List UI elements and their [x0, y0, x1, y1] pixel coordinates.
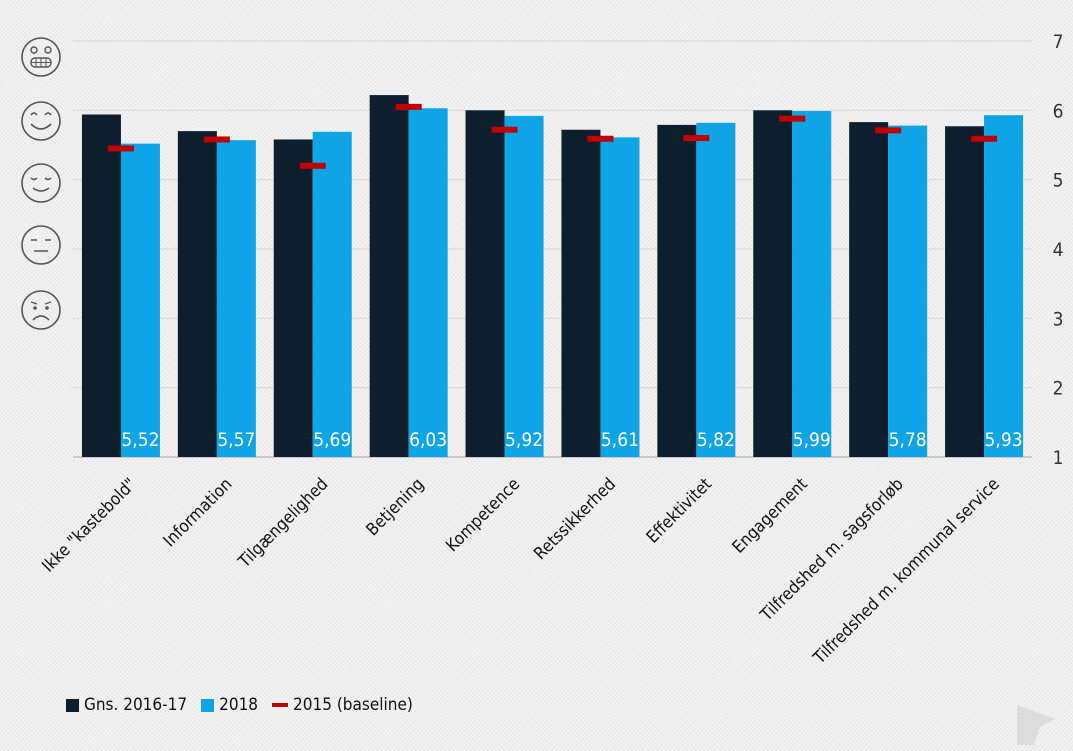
data-label: 5,99 — [793, 429, 831, 451]
baseline-2015-marker — [203, 136, 230, 143]
face-mouth — [32, 187, 50, 192]
face-eye — [30, 177, 38, 181]
bar-2018 — [216, 140, 256, 457]
grinning-face-icon — [21, 37, 61, 77]
bars — [81, 95, 1024, 458]
data-labels: 5,52 5,57 5,69 6,03 5,92 5,61 5,82 5,99 5,78 5,93 — [121, 429, 1022, 451]
data-label: 5,82 — [697, 429, 735, 451]
y-tick-label: 2 — [1053, 378, 1064, 400]
data-label: 5,57 — [217, 429, 255, 451]
legend: Gns. 2016-17 2018 2015 (baseline) — [66, 695, 427, 715]
baseline-2015-marker — [779, 115, 806, 122]
bar-gns-2016-17 — [81, 114, 121, 457]
legend-label-1: 2018 — [219, 695, 259, 715]
face-outline — [21, 37, 61, 77]
baseline-2015-marker — [491, 126, 518, 133]
x-tick-label: Engagement — [729, 474, 812, 557]
baseline-2015-marker — [107, 145, 134, 152]
face-outline — [21, 225, 61, 265]
x-tick-label: Kompetence — [442, 474, 524, 556]
relieved-face-icon — [21, 163, 61, 203]
baseline-2015-marker — [395, 103, 422, 110]
bar-gns-2016-17 — [177, 131, 217, 457]
face-outline — [21, 290, 61, 330]
y-tick-label: 3 — [1053, 308, 1064, 330]
x-tick-label: Information — [160, 474, 237, 551]
bar-2018 — [504, 115, 544, 457]
y-tick-label: 6 — [1053, 100, 1064, 122]
face-eye — [44, 112, 52, 116]
y-tick-label: 1 — [1053, 447, 1064, 469]
bar-gns-2016-17 — [561, 129, 601, 457]
y-tick-label: 4 — [1053, 239, 1064, 261]
baseline-2015-marker — [587, 135, 614, 142]
smiling-face-icon — [21, 101, 61, 141]
bar-2018 — [888, 125, 928, 457]
face-mouth — [32, 315, 50, 321]
x-tick-label: Effektivitet — [643, 474, 716, 547]
face-brow — [44, 301, 52, 305]
bar-gns-2016-17 — [657, 124, 697, 457]
y-tick-label: 7 — [1053, 31, 1064, 53]
data-label: 5,92 — [505, 429, 543, 451]
face-scale — [21, 37, 61, 330]
data-label: 5,93 — [985, 429, 1023, 451]
bar-2018 — [984, 115, 1024, 457]
face-eye — [45, 306, 49, 310]
x-axis: Ikke "kastebold" InformationTilgængelighe… — [38, 474, 1003, 668]
face-outline — [21, 101, 61, 141]
bar-gns-2016-17 — [849, 122, 889, 458]
face-eye — [44, 46, 52, 54]
baseline-2015-marker — [875, 127, 902, 134]
face-mouth — [30, 123, 52, 130]
legend-item-2: 2015 (baseline) — [272, 695, 413, 715]
face-brow — [30, 301, 38, 305]
legend-swatch-0 — [66, 698, 79, 712]
face-eye — [30, 46, 38, 54]
bar-gns-2016-17 — [465, 110, 505, 457]
data-label: 5,69 — [313, 429, 351, 451]
data-label: 5,78 — [889, 429, 927, 451]
legend-item-1: 2018 — [201, 695, 258, 715]
bar-2018 — [312, 131, 352, 457]
x-tick-label: Betjening — [362, 474, 428, 540]
face-eye — [30, 112, 38, 116]
y-axis: 1 2 3 4 5 6 7 — [1053, 31, 1064, 469]
bar-2018 — [408, 108, 448, 458]
x-tick-label: Tilgængelighed — [234, 474, 332, 572]
x-tick-label: Ikke "kastebold" — [38, 474, 140, 576]
baseline-2015-marker — [299, 162, 326, 169]
x-tick-label: Retssikkerhed — [530, 474, 620, 564]
unamused-face-icon — [21, 225, 61, 265]
x-tick-label: Tilfredshed m. kommunal service — [809, 474, 1003, 668]
baseline-2015-marker — [683, 135, 710, 142]
bar-2018 — [696, 122, 736, 458]
baseline-2015-marker — [971, 135, 998, 142]
legend-swatch-1 — [201, 698, 215, 712]
bar-2018 — [120, 143, 160, 457]
legend-swatch-2 — [272, 703, 289, 707]
bar-gns-2016-17 — [945, 126, 985, 457]
data-label: 5,52 — [121, 429, 159, 451]
frowning-face-icon — [21, 290, 61, 330]
y-tick-label: 5 — [1053, 170, 1064, 192]
legend-label-0: Gns. 2016-17 — [84, 695, 188, 715]
face-outline — [21, 163, 61, 203]
bar-gns-2016-17 — [369, 95, 409, 457]
legend-label-2: 2015 (baseline) — [293, 695, 413, 715]
data-label: 6,03 — [409, 429, 447, 451]
face-eye — [44, 177, 52, 181]
face-eye — [33, 306, 37, 310]
legend-item-0: Gns. 2016-17 — [66, 695, 187, 715]
data-label: 5,61 — [601, 429, 639, 451]
bar-gns-2016-17 — [273, 139, 313, 457]
bar-2018 — [792, 111, 832, 457]
bar-gns-2016-17 — [753, 110, 793, 457]
bar-2018 — [600, 137, 640, 457]
